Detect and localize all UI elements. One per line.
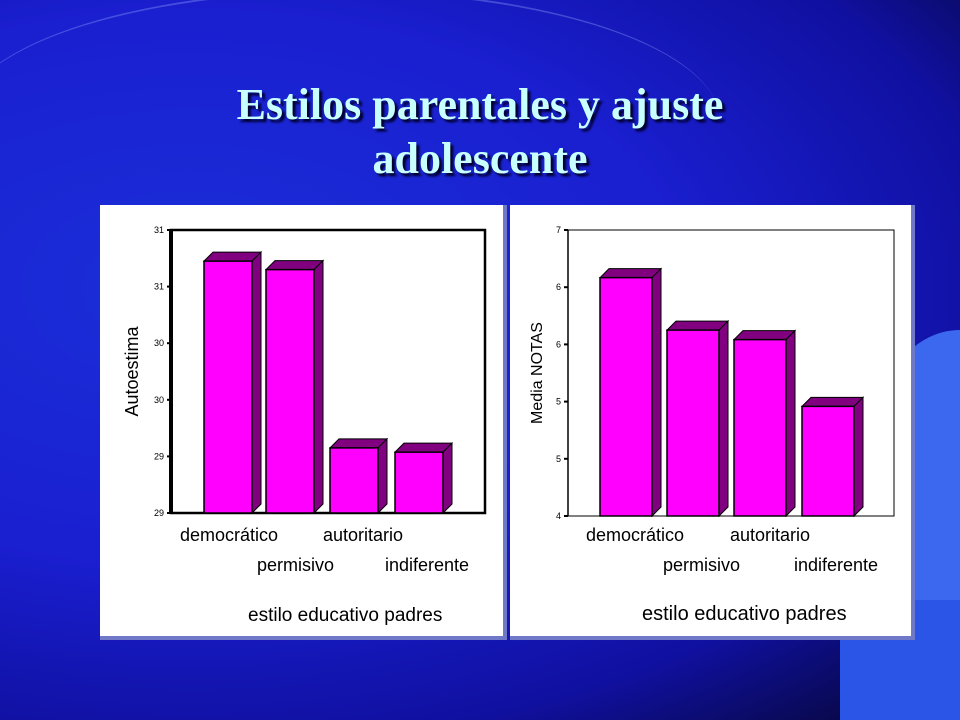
bar-top [665, 320, 730, 331]
bar [265, 268, 315, 514]
slide-title: Estilos parentales y ajuste adolescente [236, 80, 724, 183]
y-tick-label: 30 [154, 338, 164, 348]
notas-chart: 4 5 5 6 6 7 Media NOTAS [529, 225, 895, 521]
bar-side [377, 437, 388, 515]
bar-side [251, 250, 262, 515]
x-tick-label-permisivo: permisivo [257, 555, 335, 575]
bar-side [651, 267, 662, 518]
bar [599, 276, 653, 517]
y-tick-label: 7 [556, 225, 561, 235]
bar-side [785, 329, 796, 518]
chart-panel-notas: 4 5 5 6 6 7 Media NOTAS democrático permisivo … [510, 205, 915, 640]
bar [203, 260, 253, 514]
x-tick-label-permisivo: permisivo [663, 555, 741, 575]
y-tick-label: 31 [154, 282, 164, 292]
bar [329, 447, 379, 514]
y-tick-label: 29 [154, 451, 164, 461]
y-tick-label: 5 [556, 454, 561, 464]
y-axis-label: Media NOTAS [529, 322, 546, 424]
x-tick-label-democratico: democrático [180, 525, 279, 545]
x-tick-label-indiferente: indiferente [385, 555, 470, 575]
bar [394, 451, 444, 514]
bar-side [853, 396, 864, 518]
bar-top [393, 442, 454, 453]
y-tick-label: 6 [556, 339, 561, 349]
autoestima-chart: 29 29 30 30 31 31 Autoestima [122, 225, 487, 518]
bar [801, 405, 855, 517]
x-axis-title: estilo educativo padres [642, 603, 847, 625]
x-tick-label-autoritario: autoritario [323, 525, 404, 545]
bar-top [328, 438, 389, 449]
y-tick-label: 5 [556, 397, 561, 407]
y-tick-label: 6 [556, 282, 561, 292]
bar-top [800, 396, 865, 407]
y-tick-label: 29 [154, 508, 164, 518]
y-axis-label: Autoestima [122, 325, 142, 416]
bar-side [442, 441, 453, 515]
bar-top [732, 330, 797, 341]
bar [733, 338, 787, 517]
y-tick-label: 4 [556, 511, 561, 521]
x-tick-label-democratico: democrático [586, 525, 685, 545]
bar [666, 329, 720, 517]
x-tick-label-indiferente: indiferente [794, 555, 879, 575]
x-tick-label-autoritario: autoritario [730, 525, 811, 545]
bar-side [718, 319, 729, 518]
bar-side [313, 259, 324, 515]
bar-top [202, 251, 263, 262]
chart-panel-autoestima: 29 29 30 30 31 31 Autoestima democrático permi… [100, 205, 507, 640]
y-tick-label: 31 [154, 225, 164, 235]
y-tick-label: 30 [154, 395, 164, 405]
bar-top [264, 260, 325, 271]
bar-top [598, 268, 663, 279]
x-axis-title: estilo educativo padres [248, 605, 443, 626]
